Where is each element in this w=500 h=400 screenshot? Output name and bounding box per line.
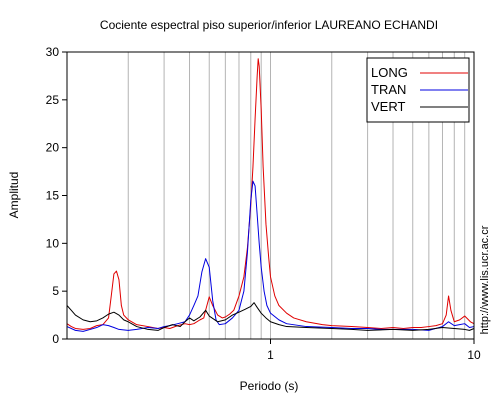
y-tick-label: 15 [46,189,60,203]
credit-url: http://www.lis.ucr.ac.cr [479,225,491,334]
y-tick-label: 30 [46,45,60,59]
y-tick-label: 10 [46,236,60,250]
y-tick-label: 20 [46,141,60,155]
x-tick-label: 1 [267,348,274,362]
x-axis: 1 10 [267,339,481,362]
legend-label-vert: VERT [371,99,405,114]
y-tick-label: 0 [52,332,59,346]
legend: LONG TRAN VERT [366,57,470,123]
legend-label-long: LONG [371,65,408,80]
x-tick-label: 10 [467,348,481,362]
chart-title: Cociente espectral piso superior/inferio… [100,18,438,32]
y-tick-label: 5 [52,284,59,298]
series-line-vert [66,302,475,331]
y-axis: 0 5 10 15 20 25 30 [46,45,67,346]
series-lines [66,58,475,332]
y-tick-label: 25 [46,93,60,107]
y-axis-title: Amplitud [7,172,21,219]
legend-label-tran: TRAN [371,82,406,97]
x-axis-title: Periodo (s) [240,379,299,393]
